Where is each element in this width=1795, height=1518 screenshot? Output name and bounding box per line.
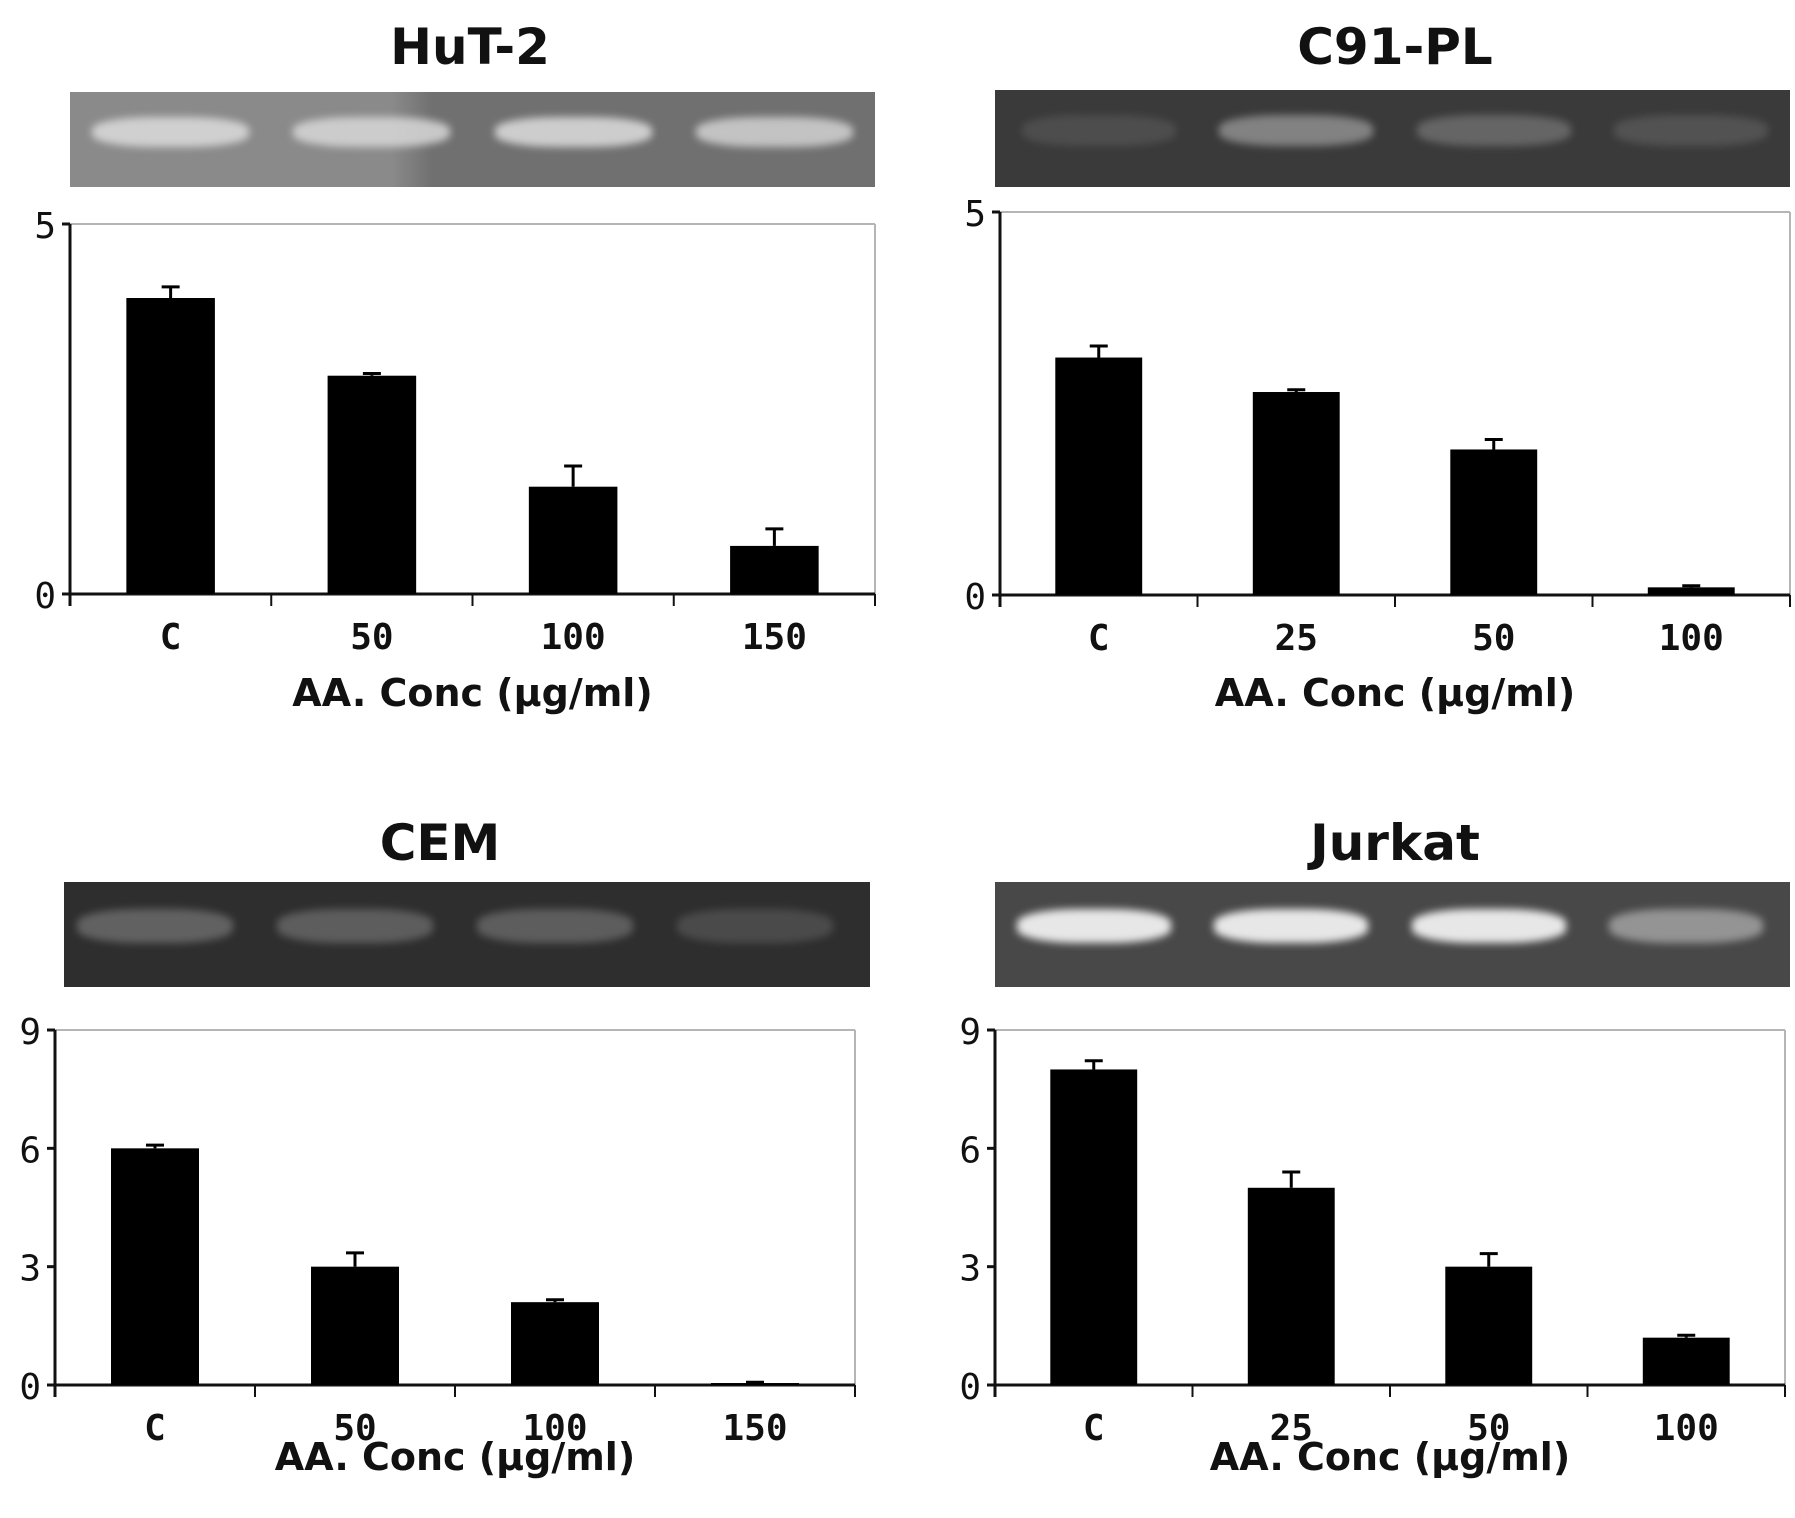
gel-band-100 (1614, 115, 1769, 147)
bar-c (1050, 1069, 1138, 1385)
y-tick-label: 6 (959, 1130, 981, 1171)
bar-c (1055, 357, 1143, 595)
y-tick-label: 9 (959, 1012, 981, 1053)
gel-band-50 (1411, 909, 1566, 943)
panel-c91pl: C91-PL 0 5 C 25 50 100 AA. Conc (μg/ml) (964, 14, 1795, 715)
panel-hut2: HuT-2 0 5 C 50 100 150 AA. Conc (μg/ml) (34, 14, 880, 715)
y-tick-label: 0 (19, 1367, 41, 1408)
chart-title: C91-PL (1297, 18, 1493, 76)
gel-band-25 (1214, 909, 1369, 943)
x-tick-label: 100 (1659, 618, 1724, 659)
x-tick-label: 50 (333, 1408, 376, 1449)
x-tick-label: C (1088, 618, 1110, 659)
gel-band-100 (1609, 909, 1764, 943)
bar-50 (327, 375, 417, 594)
gel-band-25 (1219, 115, 1374, 147)
gel-band-100 (477, 909, 633, 943)
gel-image (70, 92, 875, 187)
x-tick-label: 50 (1467, 1408, 1510, 1449)
bar-100 (1647, 587, 1735, 595)
panel-jurkat: Jurkat 0 3 6 9 C 25 50 100 AA. Conc (μg/ml) (959, 814, 1795, 1518)
bar-100 (528, 486, 618, 594)
gel-band-50 (1416, 115, 1571, 147)
gel-image (995, 882, 1790, 987)
chart-title: HuT-2 (390, 18, 550, 76)
bar-c (111, 1148, 199, 1385)
gel-band-150 (677, 909, 833, 943)
y-tick-label: 0 (34, 576, 56, 617)
bar-25 (1247, 1187, 1335, 1385)
gel-band-c (77, 909, 233, 943)
x-tick-label: 100 (541, 617, 606, 658)
bar-c (126, 298, 215, 594)
bar-chart: 0 5 C 50 100 150 (34, 206, 876, 658)
gel-band-150 (695, 116, 853, 148)
gel-band-50 (277, 909, 433, 943)
bar-100 (1642, 1337, 1730, 1385)
gel-band-c (92, 116, 250, 148)
bar-50 (311, 1266, 399, 1385)
bar-chart: 0 3 6 9 C 50 100 150 (19, 1012, 856, 1449)
x-tick-label: 150 (722, 1408, 787, 1449)
bar-150 (730, 545, 819, 594)
x-axis-label: AA. Conc (μg/ml) (1214, 671, 1576, 715)
x-tick-label: 150 (742, 617, 807, 658)
gel-image (64, 882, 870, 987)
chart-title: CEM (379, 814, 501, 872)
gel-band-50 (293, 116, 451, 148)
y-tick-label: 3 (959, 1249, 981, 1290)
gel-band-c (1016, 909, 1171, 943)
x-tick-label: 25 (1275, 618, 1318, 659)
bar-150 (711, 1383, 799, 1385)
gel-image (995, 90, 1790, 187)
gel-band-100 (494, 116, 652, 148)
bar-50 (1450, 449, 1538, 595)
bar-chart: 0 3 6 9 C 25 50 100 (959, 1012, 1786, 1449)
x-axis-label: AA. Conc (μg/ml) (292, 671, 653, 715)
x-tick-label: 50 (350, 617, 393, 658)
x-tick-label: 50 (1472, 618, 1515, 659)
y-tick-label: 6 (19, 1130, 41, 1171)
y-tick-label: 0 (959, 1367, 981, 1408)
y-tick-label: 3 (19, 1249, 41, 1290)
x-tick-label: C (144, 1408, 166, 1449)
y-tick-label: 5 (964, 194, 986, 235)
x-tick-label: 100 (1654, 1408, 1719, 1449)
y-tick-label: 5 (34, 206, 56, 247)
y-tick-label: 9 (19, 1012, 41, 1053)
x-tick-label: C (160, 617, 182, 658)
panel-cem: CEM 0 3 6 9 C 50 100 150 AA. Conc (μg/ml) (0, 818, 880, 1518)
x-axis-label: AA. Conc (μg/ml) (1209, 1435, 1571, 1479)
gel-band-c (1021, 115, 1176, 147)
x-tick-label: 100 (522, 1408, 587, 1449)
y-tick-label: 0 (964, 577, 986, 618)
bar-100 (511, 1302, 599, 1385)
bar-50 (1445, 1266, 1533, 1385)
bar-25 (1252, 392, 1340, 595)
chart-title: Jurkat (1310, 814, 1480, 872)
x-tick-label: C (1083, 1408, 1105, 1449)
bar-chart: 0 5 C 25 50 100 (964, 194, 1791, 659)
x-axis-label: AA. Conc (μg/ml) (274, 1435, 636, 1479)
x-tick-label: 25 (1270, 1408, 1313, 1449)
